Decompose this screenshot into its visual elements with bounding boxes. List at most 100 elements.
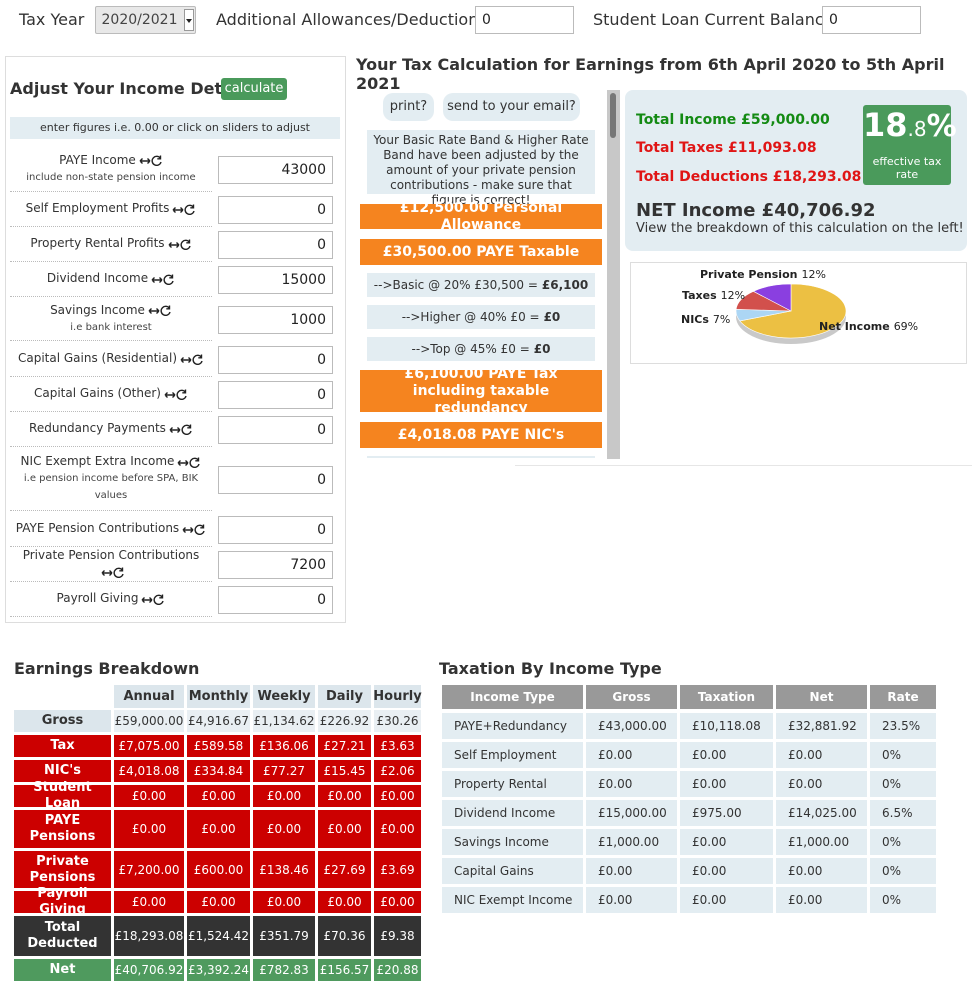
amount-cell: £20.88 — [374, 959, 421, 981]
field-label: Capital Gains (Residential) — [17, 351, 177, 365]
arrow-icon — [164, 391, 176, 398]
table-cell: PAYE+Redundancy — [442, 713, 583, 739]
field-input[interactable] — [218, 416, 333, 444]
row-label: PAYE Pensions — [14, 810, 111, 848]
field-separator — [10, 581, 212, 582]
income-panel — [5, 56, 346, 623]
rate-whole: 18 — [863, 106, 908, 144]
arrow-icon — [180, 356, 192, 363]
allowances-input[interactable] — [475, 6, 574, 34]
field-label: Savings Income — [50, 302, 145, 317]
table-cell: £0.00 — [586, 742, 677, 768]
field-label-block: Self Employment Profits — [10, 183, 212, 234]
field-label-line: Payroll Giving — [57, 590, 166, 607]
rate-label: effective tax rate — [872, 155, 942, 181]
field-separator — [10, 546, 212, 547]
column-header: Weekly — [253, 685, 315, 708]
table-cell: £0.00 — [680, 858, 773, 884]
slider-icon — [177, 457, 201, 468]
amount-cell: £0.00 — [318, 810, 371, 848]
amount-cell: £138.46 — [253, 851, 315, 888]
amount-cell: £0.00 — [187, 891, 250, 913]
amount-cell: £7,075.00 — [114, 735, 184, 757]
field-input[interactable] — [218, 346, 333, 374]
field-input[interactable] — [218, 381, 333, 409]
table-cell: £0.00 — [776, 742, 867, 768]
rate-value: 18.8% — [863, 106, 957, 149]
field-label-line: Capital Gains (Other) — [34, 385, 188, 402]
field-label: Dividend Income — [46, 271, 149, 285]
field-label: NIC Exempt Extra Income — [20, 454, 175, 468]
print-button[interactable]: print? — [383, 93, 434, 121]
field-label-block: PAYE Pension Contributions — [10, 503, 212, 554]
refresh-icon — [180, 239, 191, 250]
field-input[interactable] — [218, 466, 333, 494]
field-input[interactable] — [218, 516, 333, 544]
table-cell: £0.00 — [680, 771, 773, 797]
amount-cell: £351.79 — [253, 916, 315, 956]
field-input[interactable] — [218, 231, 333, 259]
table-cell: £0.00 — [586, 887, 677, 913]
scrollbar[interactable] — [607, 90, 620, 459]
loan-input[interactable] — [822, 6, 921, 34]
amount-cell: £1,524.42 — [187, 916, 250, 956]
scroll-thumb[interactable] — [610, 93, 616, 138]
amount-cell: £0.00 — [374, 810, 421, 848]
select-arrow — [184, 9, 194, 31]
divider — [515, 465, 972, 466]
amount-cell: £0.00 — [374, 785, 421, 807]
table-cell: Self Employment — [442, 742, 583, 768]
amount-cell: £3,392.24 — [187, 959, 250, 981]
table-cell: Dividend Income — [442, 800, 583, 826]
table-cell: 23.5% — [870, 713, 936, 739]
amount-cell: £0.00 — [187, 785, 250, 807]
field-input[interactable] — [218, 196, 333, 224]
field-label-block: Capital Gains (Other) — [10, 368, 212, 419]
slider-icon — [180, 354, 203, 365]
field-label-line: NIC Exempt Extra Income — [21, 453, 202, 470]
arrow-icon — [177, 459, 189, 466]
amount-cell: £0.00 — [318, 785, 371, 807]
pie-panel — [630, 262, 967, 364]
line-amount: £6,100 — [541, 278, 589, 292]
field-input[interactable] — [218, 266, 333, 294]
arrow-icon — [151, 276, 163, 283]
line-text: -->Basic @ 20% £30,500 = — [373, 278, 538, 292]
field-label: Property Rental Profits — [30, 236, 165, 250]
field-note: i.e bank interest — [70, 321, 152, 333]
amount-cell: £589.58 — [187, 735, 250, 757]
amount-cell: £70.36 — [318, 916, 371, 956]
field-label-line: Savings Income — [50, 302, 172, 319]
column-header: Hourly — [373, 685, 422, 708]
net-income: NET Income £40,706.92 — [636, 200, 876, 221]
field-input[interactable] — [218, 586, 333, 614]
table-cell: 0% — [870, 858, 936, 884]
total-deductions: Total Deductions £18,293.08 — [636, 169, 862, 185]
column-header: Gross — [586, 685, 677, 709]
table-cell: NIC Exempt Income — [442, 887, 583, 913]
field-label: PAYE Income — [59, 152, 136, 167]
table-cell: £15,000.00 — [586, 800, 677, 826]
calculation-block: £6,100.00 PAYE Tax including taxable red… — [360, 366, 602, 416]
calculate-button[interactable]: calculate — [221, 78, 287, 100]
field-separator — [10, 191, 212, 192]
amount-cell: £334.84 — [187, 760, 250, 782]
email-button[interactable]: send to your email? — [443, 93, 580, 121]
field-input[interactable] — [218, 551, 333, 579]
table-cell: 0% — [870, 829, 936, 855]
field-note: include non-state pension income — [26, 171, 196, 183]
amount-cell: £3.63 — [374, 735, 421, 757]
refresh-icon — [163, 274, 174, 285]
arrow-icon — [168, 241, 180, 248]
tax-year-select[interactable]: 2020/2021 — [95, 6, 196, 34]
field-input[interactable] — [218, 306, 333, 334]
calculation-block: £4,018.08 PAYE NIC's — [360, 422, 602, 448]
field-label: Private Pension Contributions — [22, 547, 200, 562]
table-cell: £0.00 — [776, 771, 867, 797]
row-label: Tax — [14, 735, 111, 757]
refresh-icon — [176, 389, 187, 400]
field-input[interactable] — [218, 156, 333, 184]
amount-cell: £0.00 — [253, 810, 315, 848]
column-header: Income Type — [442, 685, 583, 709]
